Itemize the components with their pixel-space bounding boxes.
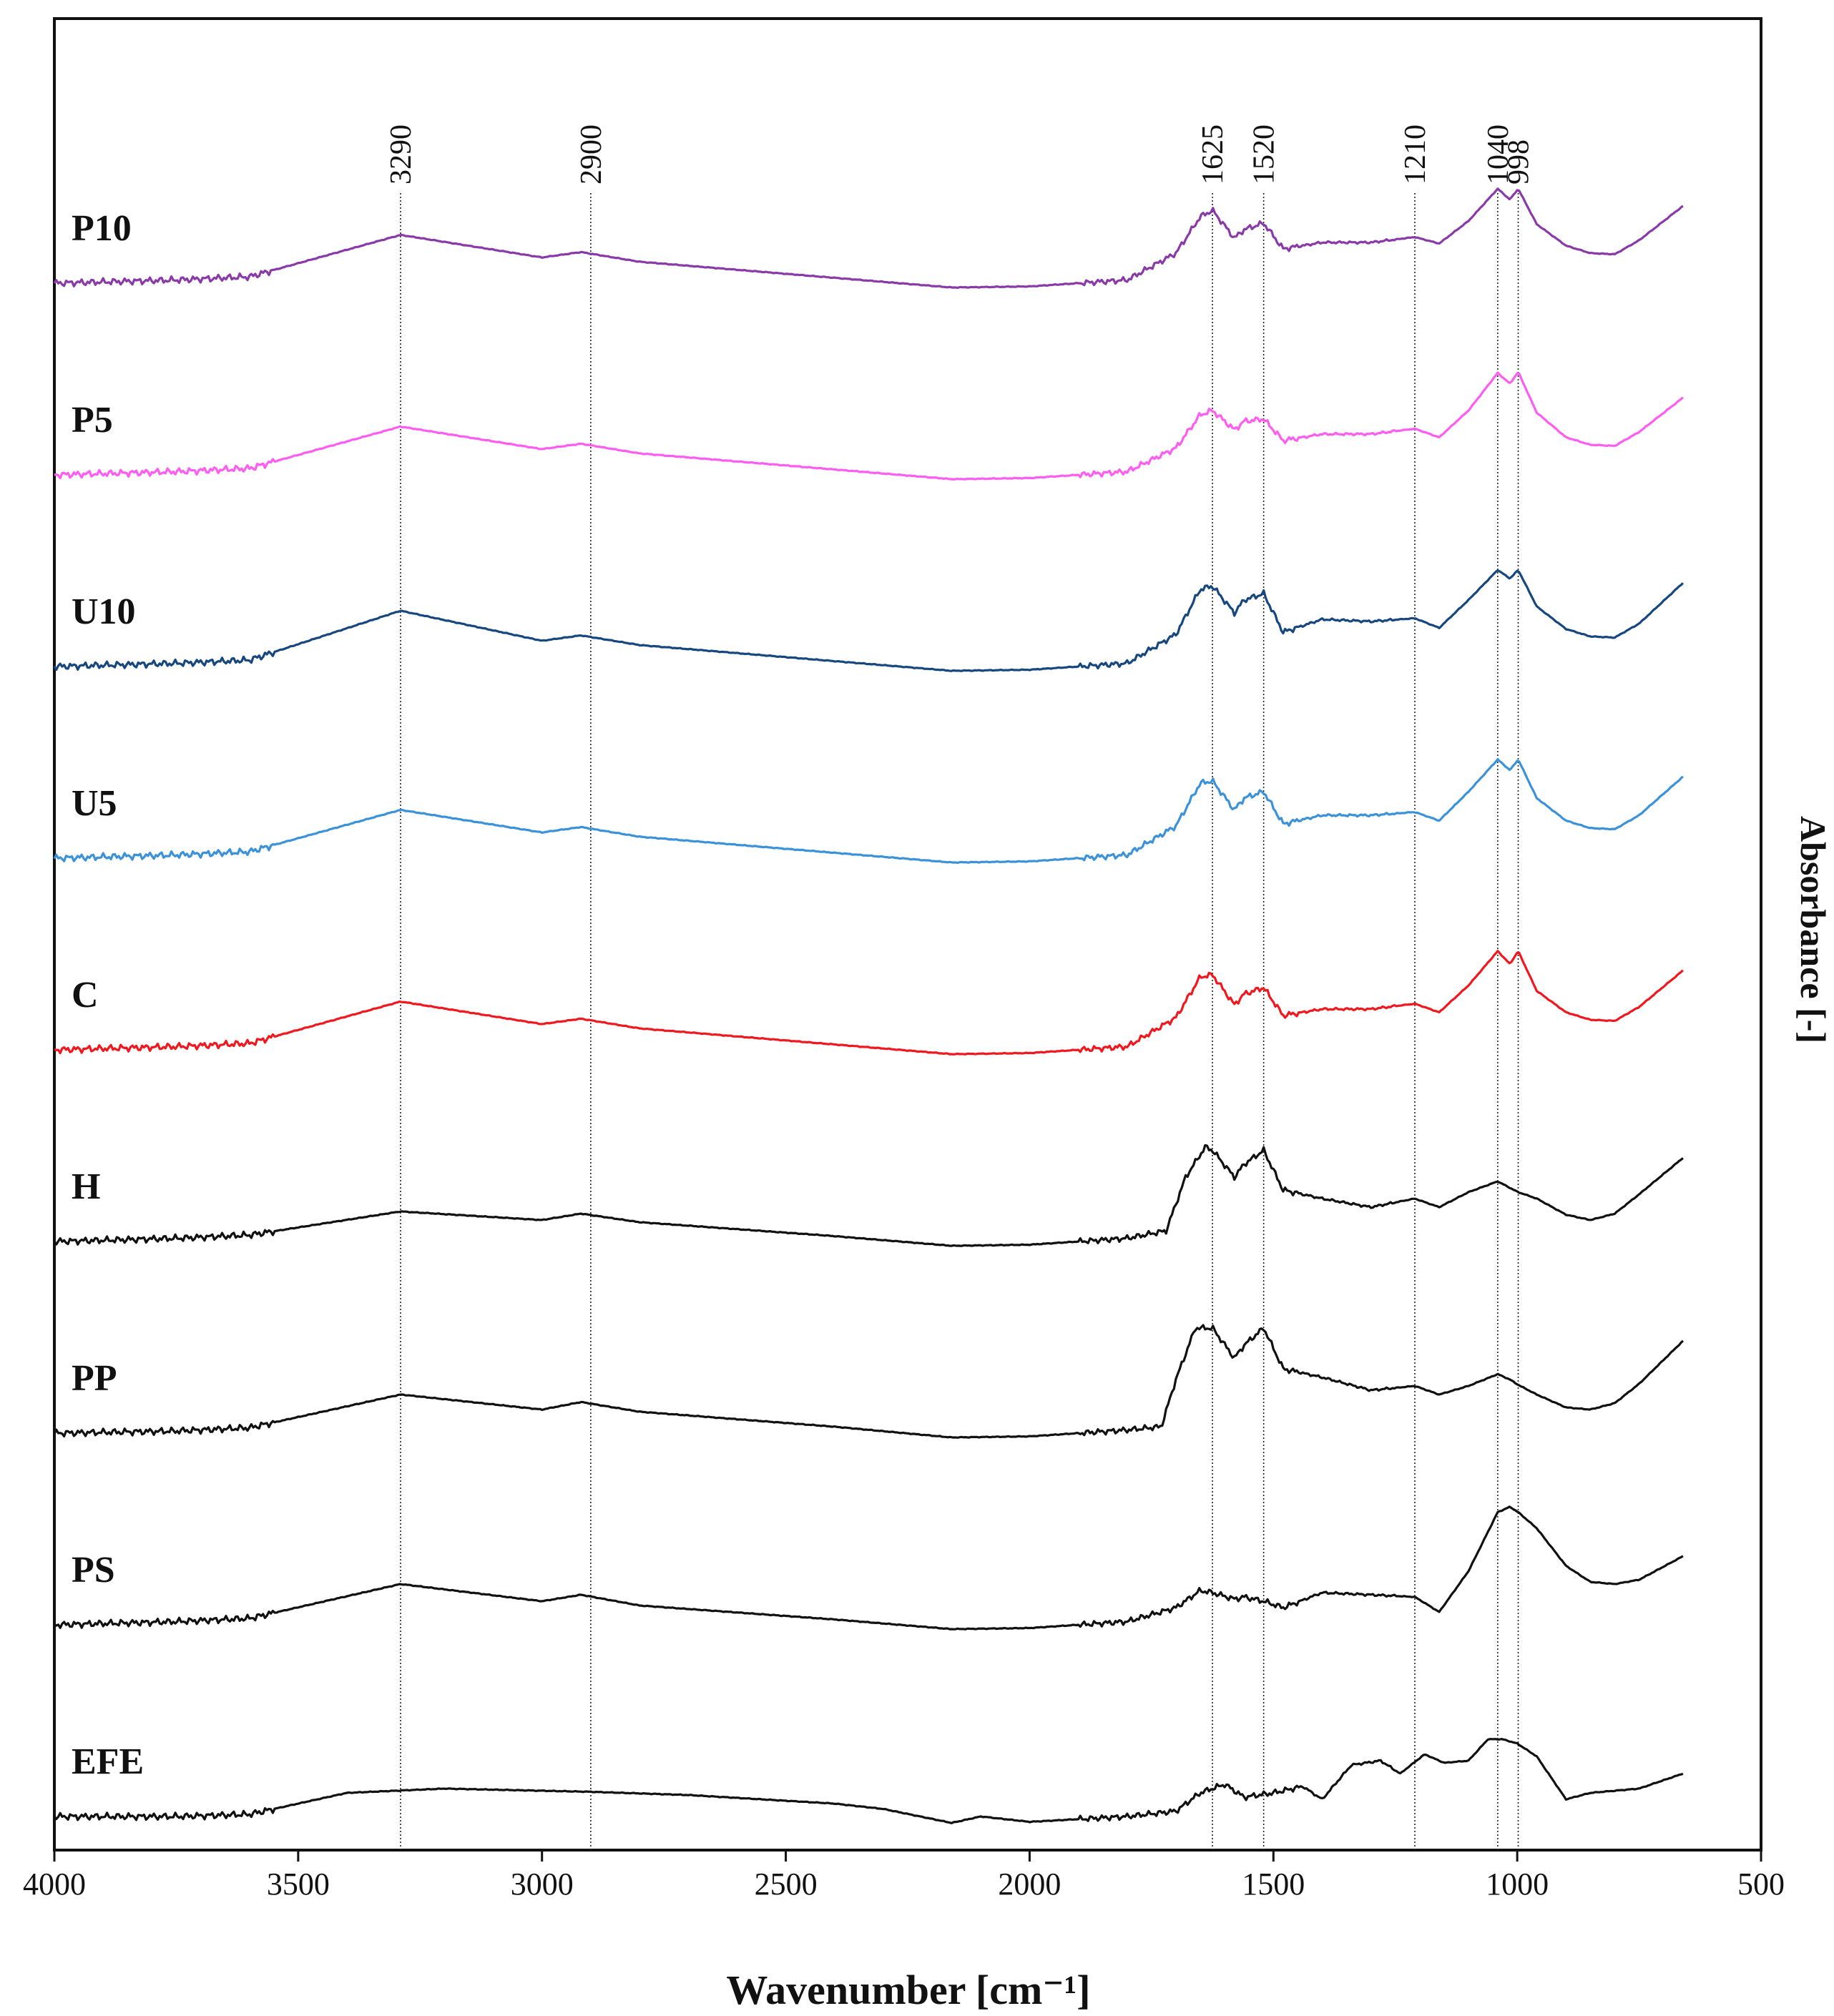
- series-line-efe: [53, 1738, 1684, 1824]
- series-label-c: C: [72, 975, 99, 1016]
- peak-label: 1625: [1197, 124, 1230, 185]
- x-tick-label: 3000: [511, 1867, 574, 1902]
- x-axis-title: Wavenumber [cm⁻¹]: [726, 1967, 1090, 2013]
- series-line-p10: [53, 187, 1684, 289]
- plot-frame: [53, 17, 1762, 1852]
- series-labels: P10 P5 U10 U5 C H PP PS EFE: [72, 208, 144, 1782]
- peak-label: 1210: [1399, 124, 1432, 185]
- peak-marker-lines: [400, 193, 1519, 1850]
- series-line-u10: [53, 569, 1685, 672]
- series-line-pp: [53, 1324, 1684, 1439]
- series-label-h: H: [72, 1166, 100, 1207]
- series-line-h: [53, 1144, 1684, 1247]
- peak-label: 1040: [1482, 124, 1515, 185]
- series-line-p5: [54, 371, 1684, 481]
- x-tick-label: 2500: [755, 1867, 818, 1902]
- x-tick-label: 2000: [998, 1867, 1061, 1902]
- series-label-u10: U10: [72, 591, 136, 632]
- series-label-ps: PS: [72, 1550, 115, 1590]
- x-tick-label: 1500: [1242, 1867, 1305, 1902]
- x-axis: 4000 3500 3000 2500 2000 1500 1000 500: [23, 1850, 1785, 1902]
- y-axis-title: Absorbance [-]: [1793, 816, 1833, 1043]
- x-tick-label: 500: [1737, 1867, 1785, 1902]
- series-line-u5: [53, 758, 1684, 864]
- x-tick-label: 3500: [267, 1867, 330, 1902]
- series-label-efe: EFE: [72, 1741, 144, 1782]
- x-tick-label: 4000: [23, 1867, 86, 1902]
- peak-label: 2900: [575, 124, 608, 185]
- peak-label: 1520: [1248, 124, 1281, 185]
- series-label-pp: PP: [72, 1358, 117, 1399]
- series-label-u5: U5: [72, 783, 117, 824]
- series-label-p5: P5: [72, 400, 113, 441]
- x-tick-label: 1000: [1486, 1867, 1549, 1902]
- peak-label: 3290: [385, 124, 418, 185]
- series-line-c: [54, 950, 1684, 1056]
- series-label-p10: P10: [72, 208, 132, 249]
- spectra-traces: [53, 187, 1685, 1824]
- peak-label: 998: [1503, 139, 1536, 185]
- series-line-ps: [53, 1505, 1684, 1631]
